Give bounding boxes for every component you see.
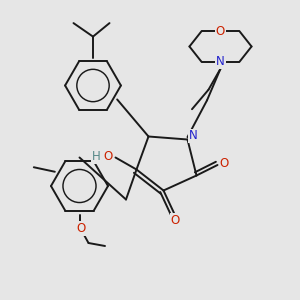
Text: N: N xyxy=(188,129,197,142)
Text: H: H xyxy=(92,150,100,163)
Text: O: O xyxy=(216,25,225,38)
Text: O: O xyxy=(103,150,112,163)
Text: O: O xyxy=(171,214,180,227)
Text: N: N xyxy=(216,55,225,68)
Text: O: O xyxy=(76,222,85,235)
Text: O: O xyxy=(220,157,229,170)
